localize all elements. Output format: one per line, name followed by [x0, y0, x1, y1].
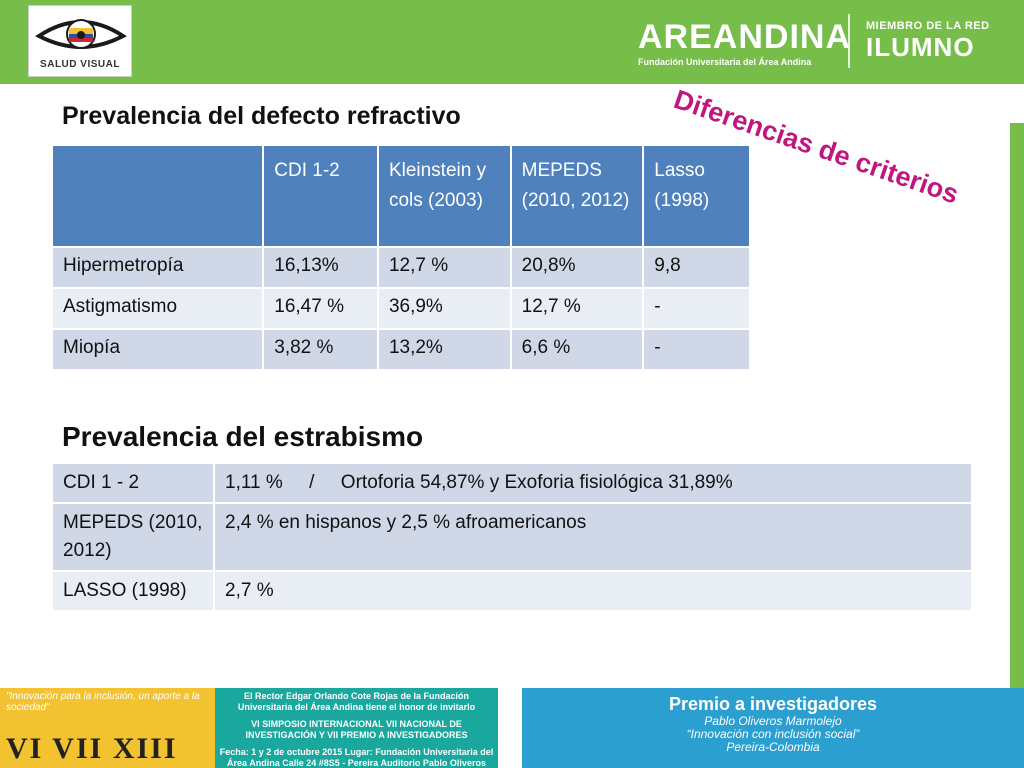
banner1-text: "Innovación para la inclusión, un aporte… [6, 691, 200, 713]
banner3-motto: “Innovación con inclusión social” [686, 727, 860, 741]
table-cell: 20,8% [509, 246, 645, 289]
table-row: Hipermetropía 16,13% 12,7 % 20,8% 9,8 [50, 246, 751, 289]
banner2-event: VI SIMPOSIO INTERNACIONAL VII NACIONAL D… [245, 719, 468, 740]
table-cell: 12,7 % [509, 287, 645, 330]
banner-symposium: El Rector Edgar Orlando Cote Rojas de la… [215, 688, 498, 768]
table-cell: 36,9% [376, 287, 512, 330]
table-cell: 12,7 % [376, 246, 512, 289]
section2-title: Prevalencia del estrabismo [62, 421, 424, 452]
table-cell: MEPEDS (2010, 2012) [51, 502, 215, 572]
network-label: MIEMBRO DE LA RED [866, 20, 990, 32]
salud-visual-logo: SALUD VISUAL [28, 5, 132, 77]
table-cell: LASSO (1998) [51, 570, 215, 612]
banner2-details: Fecha: 1 y 2 de octubre 2015 Lugar: Fund… [219, 747, 494, 768]
strabismus-table: CDI 1 - 2 1,11 % / Ortoforia 54,87% y Ex… [51, 462, 973, 612]
header-cell: Kleinstein y cols (2003) [376, 144, 512, 248]
table-cell: Astigmatismo [50, 287, 265, 330]
table-cell: - [642, 328, 751, 371]
table-cell: CDI 1 - 2 [51, 462, 215, 504]
table-cell: 3,82 % [262, 328, 379, 371]
table-header-row: CDI 1-2 Kleinstein y cols (2003) MEPEDS … [50, 144, 751, 248]
banner2-text: El Rector Edgar Orlando Cote Rojas de la… [237, 691, 476, 712]
banner3-title: Premio a investigadores [668, 694, 878, 714]
table-cell: 1,11 % / Ortoforia 54,87% y Exoforia fis… [213, 462, 973, 504]
table-row: Astigmatismo 16,47 % 36,9% 12,7 % - [50, 287, 751, 330]
table-cell: 6,6 % [509, 328, 645, 371]
eye-icon [35, 19, 127, 49]
footer-banners: "Innovación para la inclusión, un aporte… [0, 688, 1024, 768]
right-accent-bar [1010, 123, 1024, 688]
table-row: LASSO (1998) 2,7 % [51, 570, 973, 612]
header-bar: SALUD VISUAL AREANDINA Fundación Univers… [0, 0, 1024, 84]
banner1-numerals: VI VII XIII [6, 732, 178, 765]
table-row: MEPEDS (2010, 2012) 2,4 % en hispanos y … [51, 502, 973, 572]
table-cell: 2,7 % [213, 570, 973, 612]
table-cell: - [642, 287, 751, 330]
logo-text: SALUD VISUAL [40, 59, 120, 70]
table-row: Miopía 3,82 % 13,2% 6,6 % - [50, 328, 751, 371]
table-cell: 9,8 [642, 246, 751, 289]
header-cell: CDI 1-2 [262, 144, 379, 248]
network-name: ILUMNO [866, 32, 975, 62]
header-cell: Lasso (1998) [642, 144, 751, 248]
table-cell: 13,2% [376, 328, 512, 371]
banner-innovation: "Innovación para la inclusión, un aporte… [0, 688, 215, 768]
table-cell: Miopía [50, 328, 265, 371]
brand-subtitle: Fundación Universitaria del Área Andina [638, 57, 812, 67]
table-cell: 16,13% [262, 246, 379, 289]
section1-title: Prevalencia del defecto refractivo [62, 102, 461, 130]
brand: AREANDINA Fundación Universitaria del Ár… [638, 20, 851, 67]
table-row: CDI 1 - 2 1,11 % / Ortoforia 54,87% y Ex… [51, 462, 973, 504]
table-cell: 2,4 % en hispanos y 2,5 % afroamericanos [213, 502, 973, 572]
header-cell: MEPEDS (2010, 2012) [509, 144, 645, 248]
brand-divider [848, 14, 850, 68]
network-badge: MIEMBRO DE LA RED ILUMNO [866, 20, 990, 62]
table-cell: 16,47 % [262, 287, 379, 330]
banner-award: Premio a investigadores Pablo Oliveros M… [522, 688, 1024, 768]
header-cell [50, 144, 265, 248]
refractive-table: CDI 1-2 Kleinstein y cols (2003) MEPEDS … [50, 144, 751, 371]
brand-name: AREANDINA [638, 18, 851, 56]
banner3-place: Pereira-Colombia [726, 740, 820, 754]
table-cell: Hipermetropía [50, 246, 265, 289]
banner3-name: Pablo Oliveros Marmolejo [704, 714, 842, 728]
